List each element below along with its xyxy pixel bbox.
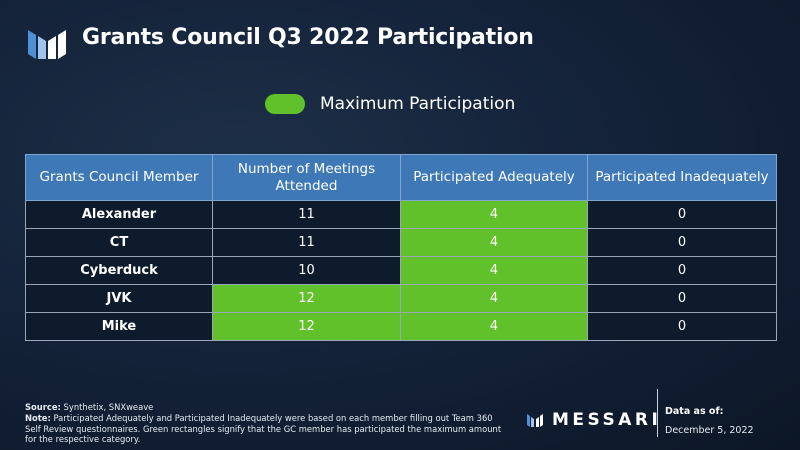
- legend: Maximum Participation: [265, 94, 515, 114]
- adequately-cell: 4: [400, 200, 588, 229]
- inadequately-cell: 0: [587, 284, 777, 313]
- source-text: Synthetix, SNXweave: [63, 402, 154, 412]
- adequately-cell: 4: [400, 284, 588, 313]
- source-line: Source: Synthetix, SNXweave: [25, 402, 505, 413]
- meetings-cell: 11: [212, 200, 401, 229]
- table-row: Mike 12 4 0: [25, 312, 777, 341]
- meetings-cell: 11: [212, 228, 401, 257]
- meetings-cell: 12: [212, 312, 401, 341]
- adequately-cell: 4: [400, 312, 588, 341]
- inadequately-cell: 0: [587, 228, 777, 257]
- table-header-row: Grants Council Member Number of Meetings…: [25, 154, 777, 201]
- messari-brand: MESSARI: [526, 410, 661, 430]
- table-row: CT 11 4 0: [25, 228, 777, 257]
- member-cell: JVK: [25, 284, 213, 313]
- adequately-cell: 4: [400, 256, 588, 285]
- inadequately-cell: 0: [587, 256, 777, 285]
- source-label: Source:: [25, 402, 61, 412]
- member-cell: CT: [25, 228, 213, 257]
- column-header-member: Grants Council Member: [25, 154, 213, 201]
- note-text: Participated Adequately and Participated…: [25, 412, 502, 445]
- table-row: Alexander 11 4 0: [25, 200, 777, 229]
- meetings-cell: 10: [212, 256, 401, 285]
- member-cell: Mike: [25, 312, 213, 341]
- data-as-of-label: Data as of:: [665, 406, 724, 417]
- legend-label: Maximum Participation: [320, 94, 516, 114]
- adequately-cell: 4: [400, 228, 588, 257]
- table-row: JVK 12 4 0: [25, 284, 777, 313]
- meetings-cell: 12: [212, 284, 401, 313]
- member-cell: Cyberduck: [25, 256, 213, 285]
- footer-divider: [657, 389, 658, 437]
- note-line: Note: Participated Adequately and Partic…: [25, 413, 505, 445]
- page-title: Grants Council Q3 2022 Participation: [82, 25, 534, 50]
- table-body: Alexander 11 4 0 CT 11 4 0 Cyberduck 10 4 0 JVK 12 4 0 M…: [25, 200, 777, 341]
- note-label: Note:: [25, 412, 51, 423]
- data-as-of-value: December 5, 2022: [665, 425, 754, 436]
- column-header-inadequately: Participated Inadequately: [587, 154, 777, 201]
- member-cell: Alexander: [25, 200, 213, 229]
- messari-wordmark: MESSARI: [552, 410, 662, 430]
- column-header-meetings: Number of Meetings Attended: [212, 154, 401, 201]
- inadequately-cell: 0: [587, 312, 777, 341]
- table-row: Cyberduck 10 4 0: [25, 256, 777, 285]
- messari-logo-icon: [28, 30, 66, 59]
- legend-swatch: [265, 94, 305, 114]
- footer-notes: Source: Synthetix, SNXweave Note: Partic…: [25, 402, 505, 445]
- participation-table: Grants Council Member Number of Meetings…: [25, 154, 777, 341]
- messari-mark-icon: [527, 414, 543, 427]
- inadequately-cell: 0: [587, 200, 777, 229]
- column-header-adequately: Participated Adequately: [400, 154, 588, 201]
